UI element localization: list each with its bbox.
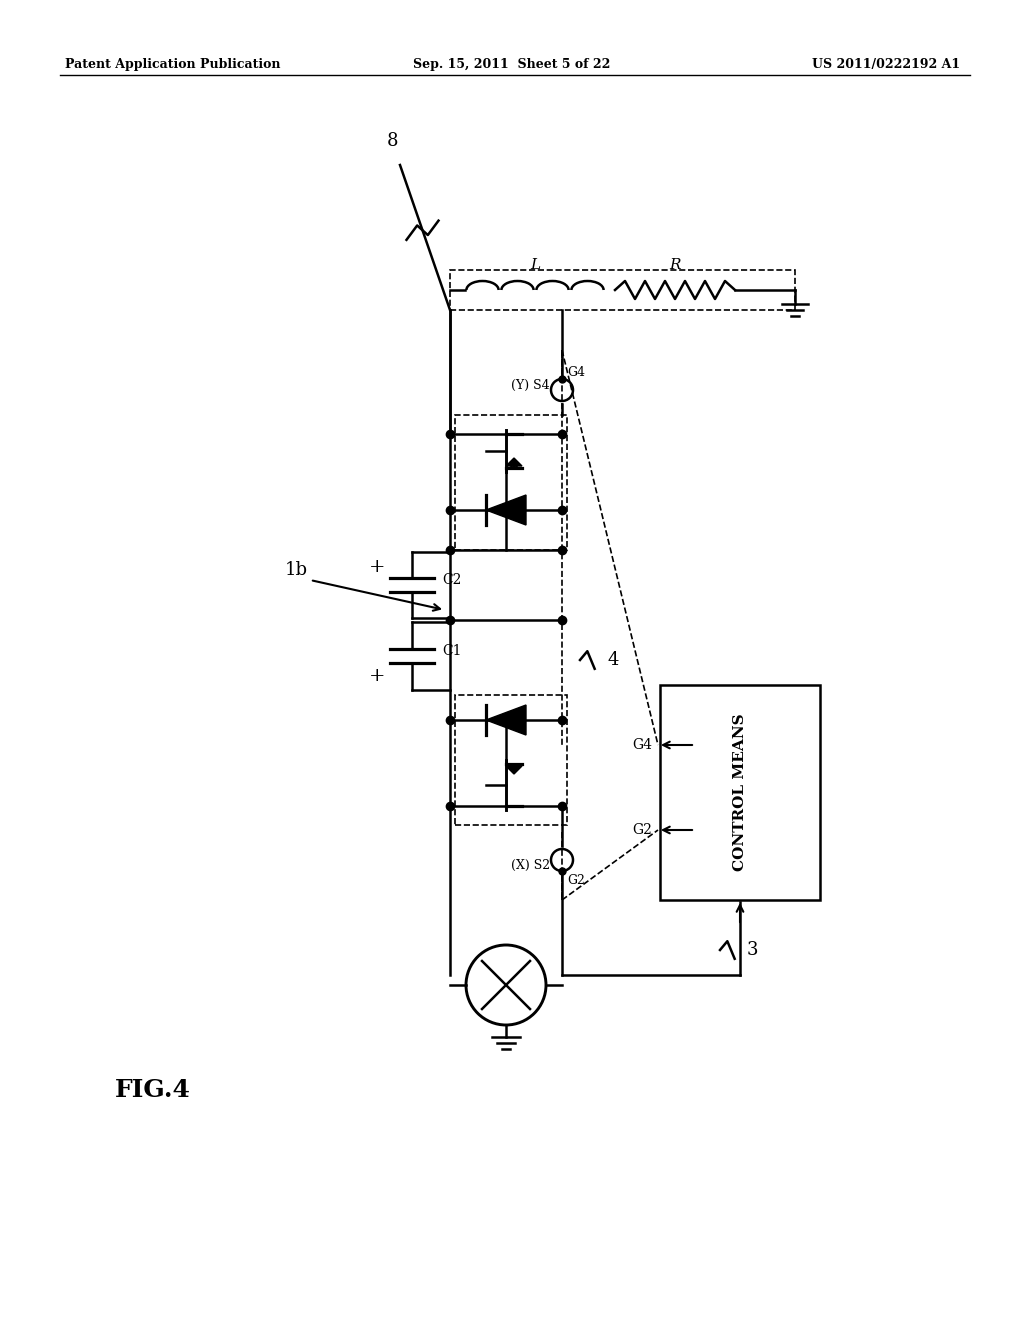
Text: 3: 3 — [746, 941, 759, 960]
Text: CONTROL MEANS: CONTROL MEANS — [733, 714, 746, 871]
Polygon shape — [486, 705, 526, 735]
Polygon shape — [506, 458, 522, 466]
Text: R: R — [670, 257, 681, 272]
Text: 8: 8 — [386, 132, 397, 150]
Text: C1: C1 — [442, 644, 462, 657]
Text: +: + — [369, 558, 385, 576]
Text: Patent Application Publication: Patent Application Publication — [65, 58, 281, 71]
Text: (X) S2: (X) S2 — [511, 858, 550, 871]
Bar — [450, 271, 795, 310]
Bar — [455, 414, 567, 550]
Bar — [660, 685, 820, 900]
Text: G2: G2 — [632, 822, 652, 837]
Text: FIG.4: FIG.4 — [115, 1078, 190, 1102]
Text: 1b: 1b — [285, 561, 308, 579]
Text: US 2011/0222192 A1: US 2011/0222192 A1 — [812, 58, 961, 71]
Polygon shape — [486, 495, 526, 525]
Text: L: L — [530, 257, 540, 272]
Text: +: + — [369, 667, 385, 685]
Text: C2: C2 — [442, 573, 462, 587]
Text: G4: G4 — [567, 366, 585, 379]
Polygon shape — [506, 766, 522, 774]
Text: (Y) S4: (Y) S4 — [511, 379, 550, 392]
Text: 4: 4 — [607, 651, 618, 669]
Text: G4: G4 — [632, 738, 652, 752]
Text: G2: G2 — [567, 874, 585, 887]
Bar — [455, 696, 567, 825]
Text: Sep. 15, 2011  Sheet 5 of 22: Sep. 15, 2011 Sheet 5 of 22 — [414, 58, 610, 71]
